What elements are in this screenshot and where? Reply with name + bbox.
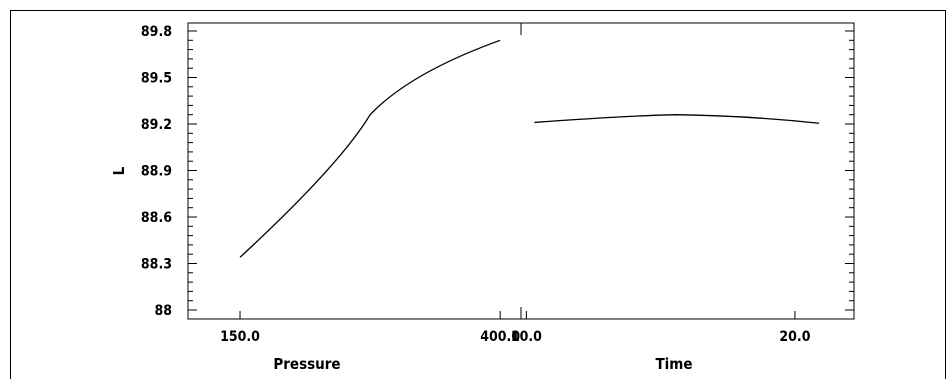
y-tick-label: 88.9 [141,164,172,180]
panel-1: 150.0 400.0 Pressure [220,39,520,373]
y-axis-title: L [110,166,128,175]
panels: 150.0 400.0 Pressure 10.0 20.0 Time [220,23,820,373]
x-axis-title: Time [655,355,692,373]
y-tick-label: 89.2 [141,117,172,133]
plot-area [187,22,855,320]
y-tick-label: 89.8 [141,24,172,40]
y-tick-label: 88 [154,303,172,319]
x-tick-label: 400.0 [480,329,520,345]
x-axis-title: Pressure [273,355,340,373]
effect-line [239,39,501,258]
x-tick-label: 20.0 [779,329,810,345]
panel-2: 10.0 20.0 Time [511,23,820,373]
y-tick-label: 88.6 [141,210,172,226]
y-tick-label: 89.5 [141,71,172,87]
x-tick-label: 10.0 [511,329,542,345]
y-tick-label: 88.3 [141,257,172,273]
chart-frame [10,10,946,379]
x-tick-label: 150.0 [220,329,260,345]
effect-line [534,114,820,124]
y-axis: 88 88.3 88.6 88.9 89.2 89.5 89.8 [141,24,854,319]
